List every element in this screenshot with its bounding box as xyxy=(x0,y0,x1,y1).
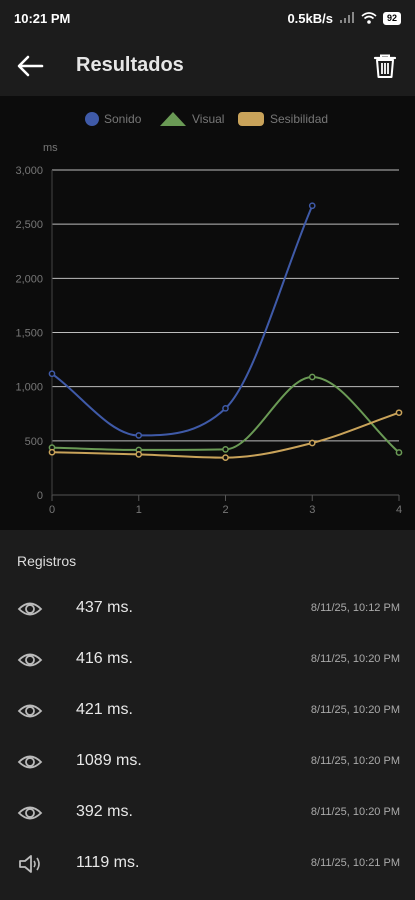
battery-indicator: 92 xyxy=(382,11,401,25)
record-timestamp: 8/11/25, 10:20 PM xyxy=(310,806,400,818)
legend-label-sesibilidad: Sesibilidad xyxy=(270,112,328,126)
record-value: 416 ms. xyxy=(76,650,133,667)
eye-icon xyxy=(17,704,43,718)
records-heading: Registros xyxy=(17,553,77,569)
record-value: 1119 ms. xyxy=(76,854,140,871)
record-timestamp: 8/11/25, 10:12 PM xyxy=(310,602,400,614)
record-row[interactable]: 1089 ms. 8/11/25, 10:20 PM xyxy=(0,737,415,787)
record-row[interactable]: 421 ms. 8/11/25, 10:20 PM xyxy=(0,686,415,736)
data-point-sonido xyxy=(222,404,229,412)
record-row[interactable]: 416 ms. 8/11/25, 10:20 PM xyxy=(0,635,415,685)
x-tick-label: 4 xyxy=(396,504,402,516)
y-tick-label: 2,000 xyxy=(15,273,43,285)
legend-label-sonido: Sonido xyxy=(104,112,142,126)
data-point-sesibilidad xyxy=(135,451,143,458)
page-title: Resultados xyxy=(76,54,184,76)
back-arrow-icon[interactable] xyxy=(16,54,44,78)
eye-icon xyxy=(17,602,43,616)
trash-icon[interactable] xyxy=(372,53,398,79)
y-tick-label: 500 xyxy=(25,436,43,448)
status-time: 10:21 PM xyxy=(14,10,71,26)
data-point-sesibilidad xyxy=(222,454,229,461)
eye-icon xyxy=(17,755,43,769)
wifi-icon xyxy=(361,12,377,24)
data-point-sesibilidad xyxy=(308,439,316,447)
y-axis-label: ms xyxy=(43,142,58,154)
y-tick-label: 2,500 xyxy=(15,219,43,231)
x-tick-label: 0 xyxy=(49,504,55,516)
app-bar: Resultados xyxy=(0,36,415,96)
network-speed: 0.5kB/s xyxy=(287,10,333,26)
series-line-visual xyxy=(51,376,400,454)
speaker-icon xyxy=(19,855,40,873)
results-chart: Sonido Visual Sesibilidad ms 0 500 1,000 1,500 2… xyxy=(15,112,403,516)
record-timestamp: 8/11/25, 10:20 PM xyxy=(310,653,400,665)
data-point-visual xyxy=(308,373,316,381)
chart-area: Sonido Visual Sesibilidad ms 0 500 1,000 1,500 2… xyxy=(0,96,415,530)
record-row[interactable]: 392 ms. 8/11/25, 10:20 PM xyxy=(0,788,415,838)
legend-marker-sesibilidad xyxy=(238,112,264,126)
data-point-visual xyxy=(395,449,403,456)
status-bar: 10:21 PM 0.5kB/s 92 xyxy=(0,0,415,36)
signal-icon xyxy=(339,12,354,23)
record-row[interactable]: 437 ms. 8/11/25, 10:12 PM xyxy=(0,584,415,634)
y-tick-label: 0 xyxy=(37,490,43,502)
status-icons: 0.5kB/s 92 xyxy=(287,11,401,26)
y-tick-label: 1,500 xyxy=(15,328,43,340)
record-value: 392 ms. xyxy=(76,803,133,820)
record-timestamp: 8/11/25, 10:20 PM xyxy=(310,704,400,716)
data-point-sonido xyxy=(135,432,143,439)
data-point-sonido xyxy=(48,370,56,378)
x-tick-label: 2 xyxy=(222,504,228,516)
record-timestamp: 8/11/25, 10:21 PM xyxy=(310,857,400,869)
legend-marker-visual xyxy=(160,112,186,126)
data-point-sonido xyxy=(308,202,316,210)
y-tick-label: 3,000 xyxy=(15,165,43,177)
record-value: 437 ms. xyxy=(76,599,133,616)
record-row[interactable]: 1119 ms. 8/11/25, 10:21 PM xyxy=(0,839,415,889)
record-value: 1089 ms. xyxy=(76,752,142,769)
data-point-sesibilidad xyxy=(48,448,56,456)
record-timestamp: 8/11/25, 10:20 PM xyxy=(310,755,400,767)
legend-label-visual: Visual xyxy=(192,112,224,126)
data-point-visual xyxy=(222,446,229,453)
series-line-sonido xyxy=(51,205,314,437)
data-point-sesibilidad xyxy=(395,409,403,417)
eye-icon xyxy=(17,653,43,667)
eye-icon xyxy=(17,806,43,820)
record-value: 421 ms. xyxy=(76,701,133,718)
x-tick-label: 1 xyxy=(136,504,142,516)
y-tick-label: 1,000 xyxy=(15,382,43,394)
x-tick-label: 3 xyxy=(309,504,315,516)
legend-marker-sonido xyxy=(85,112,99,126)
